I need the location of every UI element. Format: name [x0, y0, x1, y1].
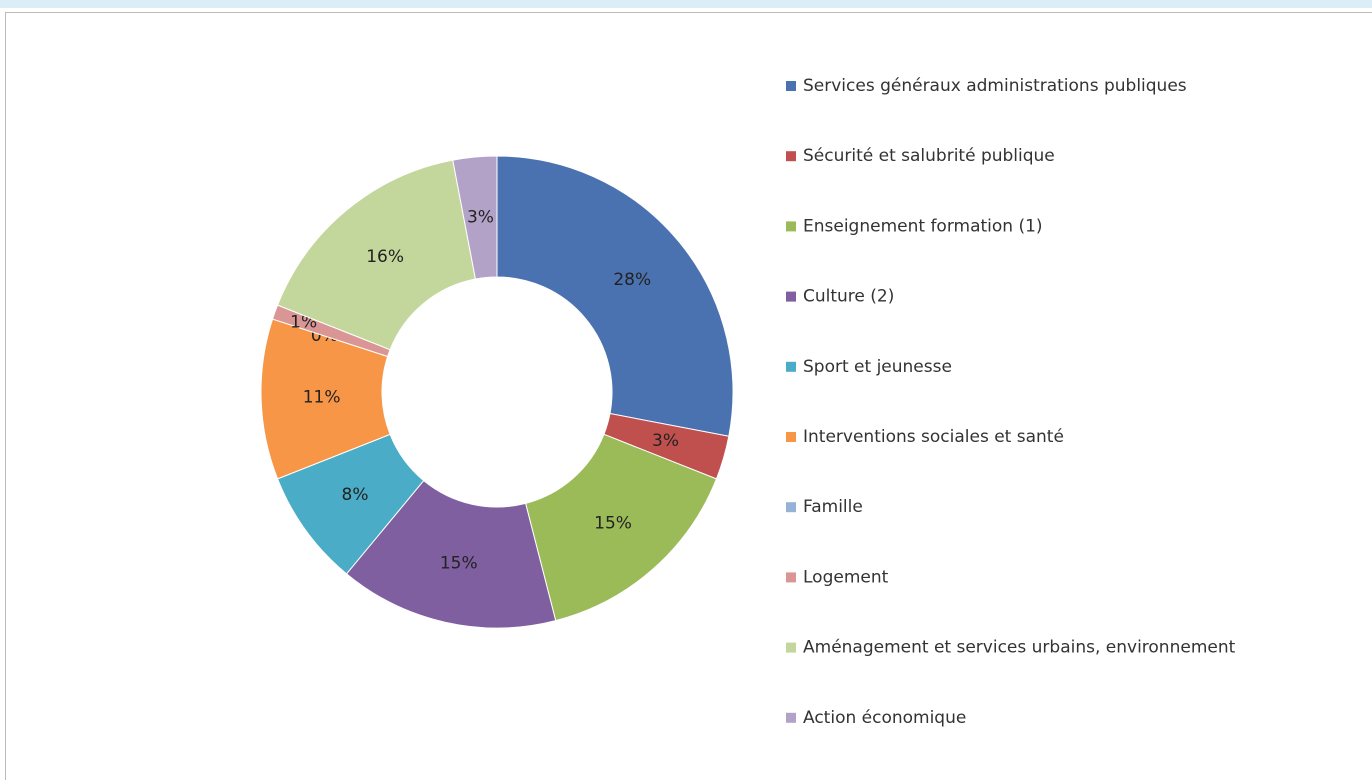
legend-label: Sport et jeunesse	[803, 357, 952, 377]
legend-label: Interventions sociales et santé	[803, 427, 1064, 447]
legend-swatch	[786, 361, 796, 372]
legend-swatch	[786, 291, 796, 302]
legend-swatch	[786, 432, 796, 442]
legend-swatch	[786, 642, 796, 653]
donut-slice	[276, 159, 477, 351]
data-label: 3%	[652, 431, 679, 451]
legend-label: Famille	[803, 497, 863, 517]
donut-slice	[345, 479, 557, 629]
legend-swatch	[786, 502, 796, 513]
header-band	[0, 0, 1372, 8]
legend-label: Services généraux administrations publiq…	[803, 76, 1187, 96]
data-label: 8%	[342, 485, 369, 505]
legend-label: Action économique	[803, 708, 966, 728]
data-label: 3%	[467, 207, 494, 227]
data-label: 15%	[440, 553, 478, 573]
legend-label: Enseignement formation (1)	[803, 216, 1043, 236]
legend-label: Sécurité et salubrité publique	[803, 146, 1055, 166]
data-label: 28%	[613, 270, 651, 290]
legend-swatch	[786, 712, 796, 723]
legend-label: Culture (2)	[803, 287, 894, 307]
data-label: 11%	[303, 388, 341, 408]
legend-swatch	[786, 151, 796, 162]
legend-label: Aménagement et services urbains, environ…	[803, 638, 1236, 658]
donut-slice	[496, 155, 734, 437]
donut-slice	[524, 433, 718, 622]
data-label: 16%	[366, 247, 404, 267]
legend-swatch	[786, 221, 796, 232]
donut-slice	[452, 155, 498, 280]
legend-label: Logement	[803, 567, 889, 587]
data-label: 15%	[594, 514, 632, 534]
legend-swatch	[786, 572, 796, 583]
legend-swatch	[786, 81, 796, 91]
